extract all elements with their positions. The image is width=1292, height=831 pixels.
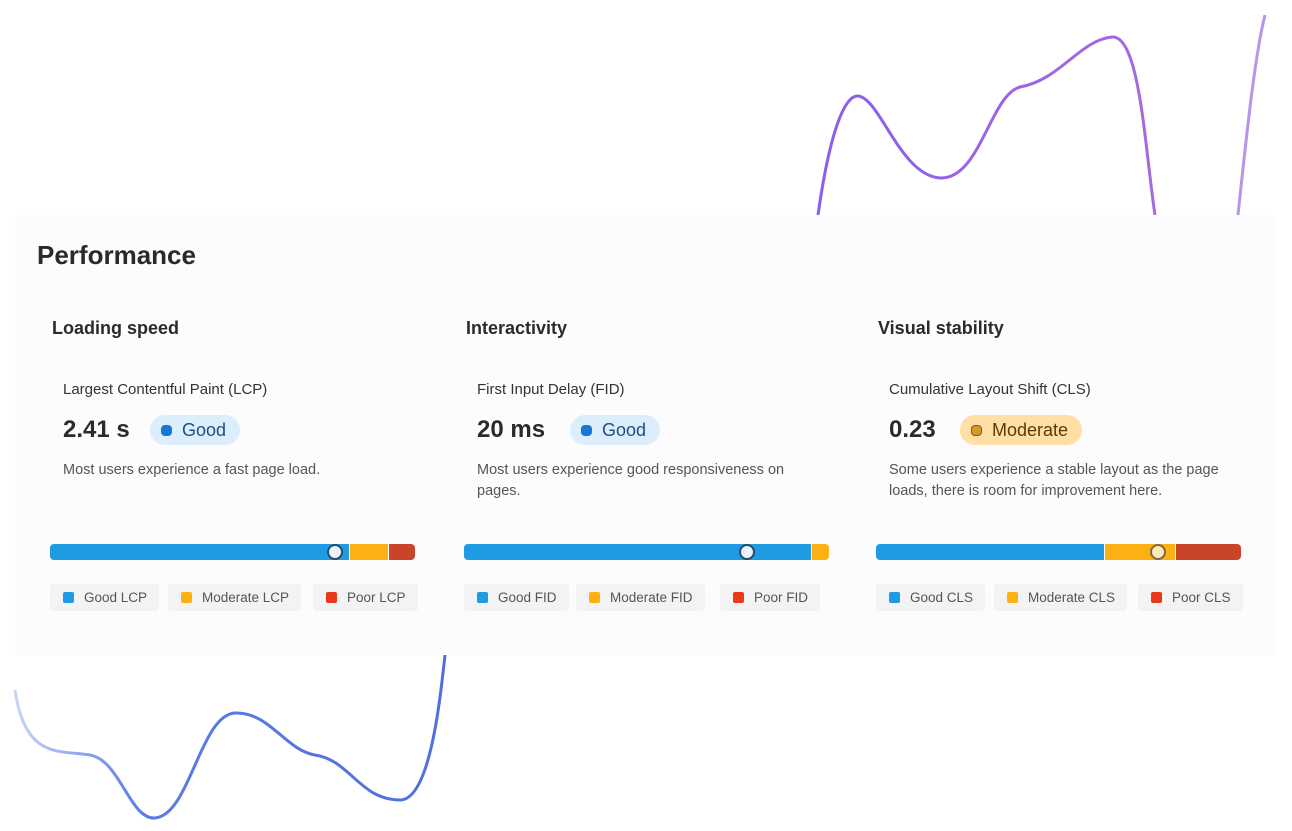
- curve: [816, 35, 1157, 216]
- curve: [1236, 14, 1267, 216]
- legend-item: Moderate FID: [576, 584, 705, 611]
- distribution-bar: [464, 544, 829, 560]
- legend-item: Good LCP: [50, 584, 160, 611]
- description: Most users experience a fast page load.: [63, 462, 321, 478]
- status-badge: Good: [570, 415, 661, 445]
- marker: [739, 544, 755, 560]
- metric-name: Cumulative Layout Shift (CLS): [889, 381, 1091, 398]
- card-heading: Loading speed: [52, 318, 180, 338]
- legend-item: Moderate LCP: [168, 584, 302, 611]
- section-title: Performance: [37, 240, 196, 270]
- curve: [13, 654, 447, 820]
- metric-name: Largest Contentful Paint (LCP): [63, 381, 268, 398]
- metric-card: Visual stability Cumulative Layout Shift…: [876, 300, 1246, 630]
- legend-item: Good FID: [464, 584, 569, 611]
- good-segment: [50, 544, 349, 560]
- legend-item: Good CLS: [876, 584, 986, 611]
- distribution-bar: [50, 544, 415, 560]
- distribution-bar: [876, 544, 1241, 560]
- good-segment: [464, 544, 811, 560]
- metric-value: 2.41 s: [63, 416, 130, 443]
- legend-item: Poor CLS: [1138, 584, 1243, 611]
- marker: [327, 544, 343, 560]
- description: Some users experience a stable layout as…: [889, 462, 1219, 499]
- poor-segment: [389, 544, 415, 560]
- marker: [1150, 544, 1166, 560]
- card-heading: Interactivity: [466, 318, 568, 338]
- metric-card: Interactivity First Input Delay (FID) 20…: [464, 300, 834, 630]
- metric-name: First Input Delay (FID): [477, 381, 625, 398]
- metric-card: Loading speed Largest Contentful Paint (…: [50, 300, 420, 630]
- legend-item: Poor LCP: [313, 584, 418, 611]
- metric-value: 20 ms: [477, 416, 546, 443]
- legend-item: Moderate CLS: [994, 584, 1128, 611]
- moderate-segment: [350, 544, 388, 560]
- legend-item: Poor FID: [720, 584, 821, 611]
- poor-segment: [1176, 544, 1241, 560]
- card-heading: Visual stability: [878, 318, 1004, 338]
- moderate-segment: [812, 544, 829, 560]
- metric-value: 0.23: [889, 416, 936, 443]
- status-badge: Moderate: [960, 415, 1083, 445]
- description: Most users experience good responsivenes…: [477, 462, 785, 499]
- status-badge: Good: [150, 415, 241, 445]
- good-segment: [876, 544, 1104, 560]
